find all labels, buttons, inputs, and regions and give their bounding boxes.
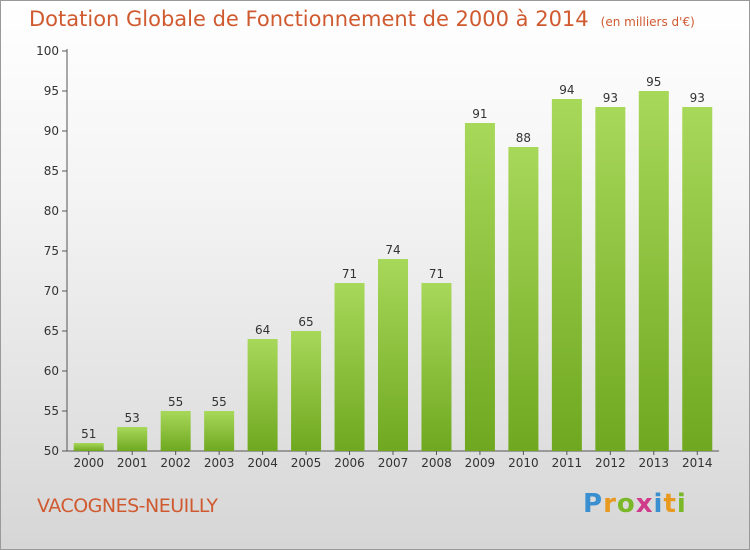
bar bbox=[204, 411, 235, 451]
x-tick-label: 2001 bbox=[117, 456, 148, 470]
y-tick-label: 55 bbox=[44, 404, 59, 418]
x-tick-label: 2006 bbox=[334, 456, 365, 470]
bar bbox=[638, 91, 669, 451]
bar-value-label: 93 bbox=[690, 91, 705, 105]
bar-value-label: 71 bbox=[429, 267, 444, 281]
y-tick-label: 80 bbox=[44, 204, 59, 218]
bar-value-label: 55 bbox=[168, 395, 183, 409]
bar-value-label: 65 bbox=[298, 315, 313, 329]
bar-value-label: 51 bbox=[81, 427, 96, 441]
bar-value-label: 91 bbox=[472, 107, 487, 121]
bar-value-label: 55 bbox=[211, 395, 226, 409]
bar-value-label: 71 bbox=[342, 267, 357, 281]
bar-value-label: 64 bbox=[255, 323, 270, 337]
x-tick-label: 2009 bbox=[465, 456, 496, 470]
bar-value-label: 95 bbox=[646, 75, 661, 89]
x-tick-label: 2008 bbox=[421, 456, 452, 470]
x-tick-label: 2013 bbox=[639, 456, 670, 470]
y-tick-label: 60 bbox=[44, 364, 59, 378]
bar-value-label: 88 bbox=[516, 131, 531, 145]
y-tick-label: 95 bbox=[44, 84, 59, 98]
x-tick-label: 2014 bbox=[682, 456, 713, 470]
x-tick-label: 2012 bbox=[595, 456, 626, 470]
bar bbox=[160, 411, 191, 451]
bar-value-label: 74 bbox=[385, 243, 400, 257]
x-tick-label: 2002 bbox=[160, 456, 191, 470]
bar bbox=[551, 99, 582, 451]
commune-name: VACOGNES-NEUILLY bbox=[37, 495, 218, 517]
bar bbox=[73, 443, 104, 451]
bar bbox=[334, 283, 365, 451]
logo-letter: r bbox=[603, 489, 617, 519]
chart-unit-label: (en milliers d'€) bbox=[600, 15, 695, 29]
x-tick-label: 2007 bbox=[378, 456, 409, 470]
y-tick-label: 100 bbox=[36, 44, 59, 58]
bar bbox=[247, 339, 278, 451]
y-tick-label: 70 bbox=[44, 284, 59, 298]
chart-title-text: Dotation Globale de Fonctionnement de 20… bbox=[29, 7, 589, 31]
logo-letter: P bbox=[583, 489, 604, 519]
bar bbox=[464, 123, 495, 451]
bar bbox=[421, 283, 452, 451]
x-tick-label: 2003 bbox=[204, 456, 235, 470]
y-tick-label: 50 bbox=[44, 444, 59, 458]
y-tick-label: 65 bbox=[44, 324, 59, 338]
bar-value-label: 93 bbox=[603, 91, 618, 105]
bar bbox=[378, 259, 408, 451]
y-tick-label: 90 bbox=[44, 124, 59, 138]
x-tick-label: 2010 bbox=[508, 456, 539, 470]
logo-letter: x bbox=[635, 489, 654, 519]
x-tick-label: 2000 bbox=[73, 456, 104, 470]
x-tick-label: 2004 bbox=[247, 456, 278, 470]
proxiti-logo: Proxiti bbox=[583, 489, 687, 519]
bar-value-label: 53 bbox=[125, 411, 140, 425]
bar bbox=[595, 107, 626, 451]
bar-value-label: 94 bbox=[559, 83, 574, 97]
bar bbox=[117, 427, 148, 451]
logo-letter: o bbox=[616, 489, 636, 519]
logo-letter: t bbox=[663, 489, 677, 519]
bar bbox=[508, 147, 539, 451]
logo-letter: i bbox=[653, 489, 664, 519]
x-tick-label: 2011 bbox=[552, 456, 583, 470]
chart-title: Dotation Globale de Fonctionnement de 20… bbox=[29, 7, 695, 31]
x-tick-label: 2005 bbox=[291, 456, 322, 470]
logo-letter: i bbox=[676, 489, 687, 519]
bar bbox=[682, 107, 713, 451]
y-tick-label: 75 bbox=[44, 244, 59, 258]
bar bbox=[291, 331, 322, 451]
y-tick-label: 85 bbox=[44, 164, 59, 178]
